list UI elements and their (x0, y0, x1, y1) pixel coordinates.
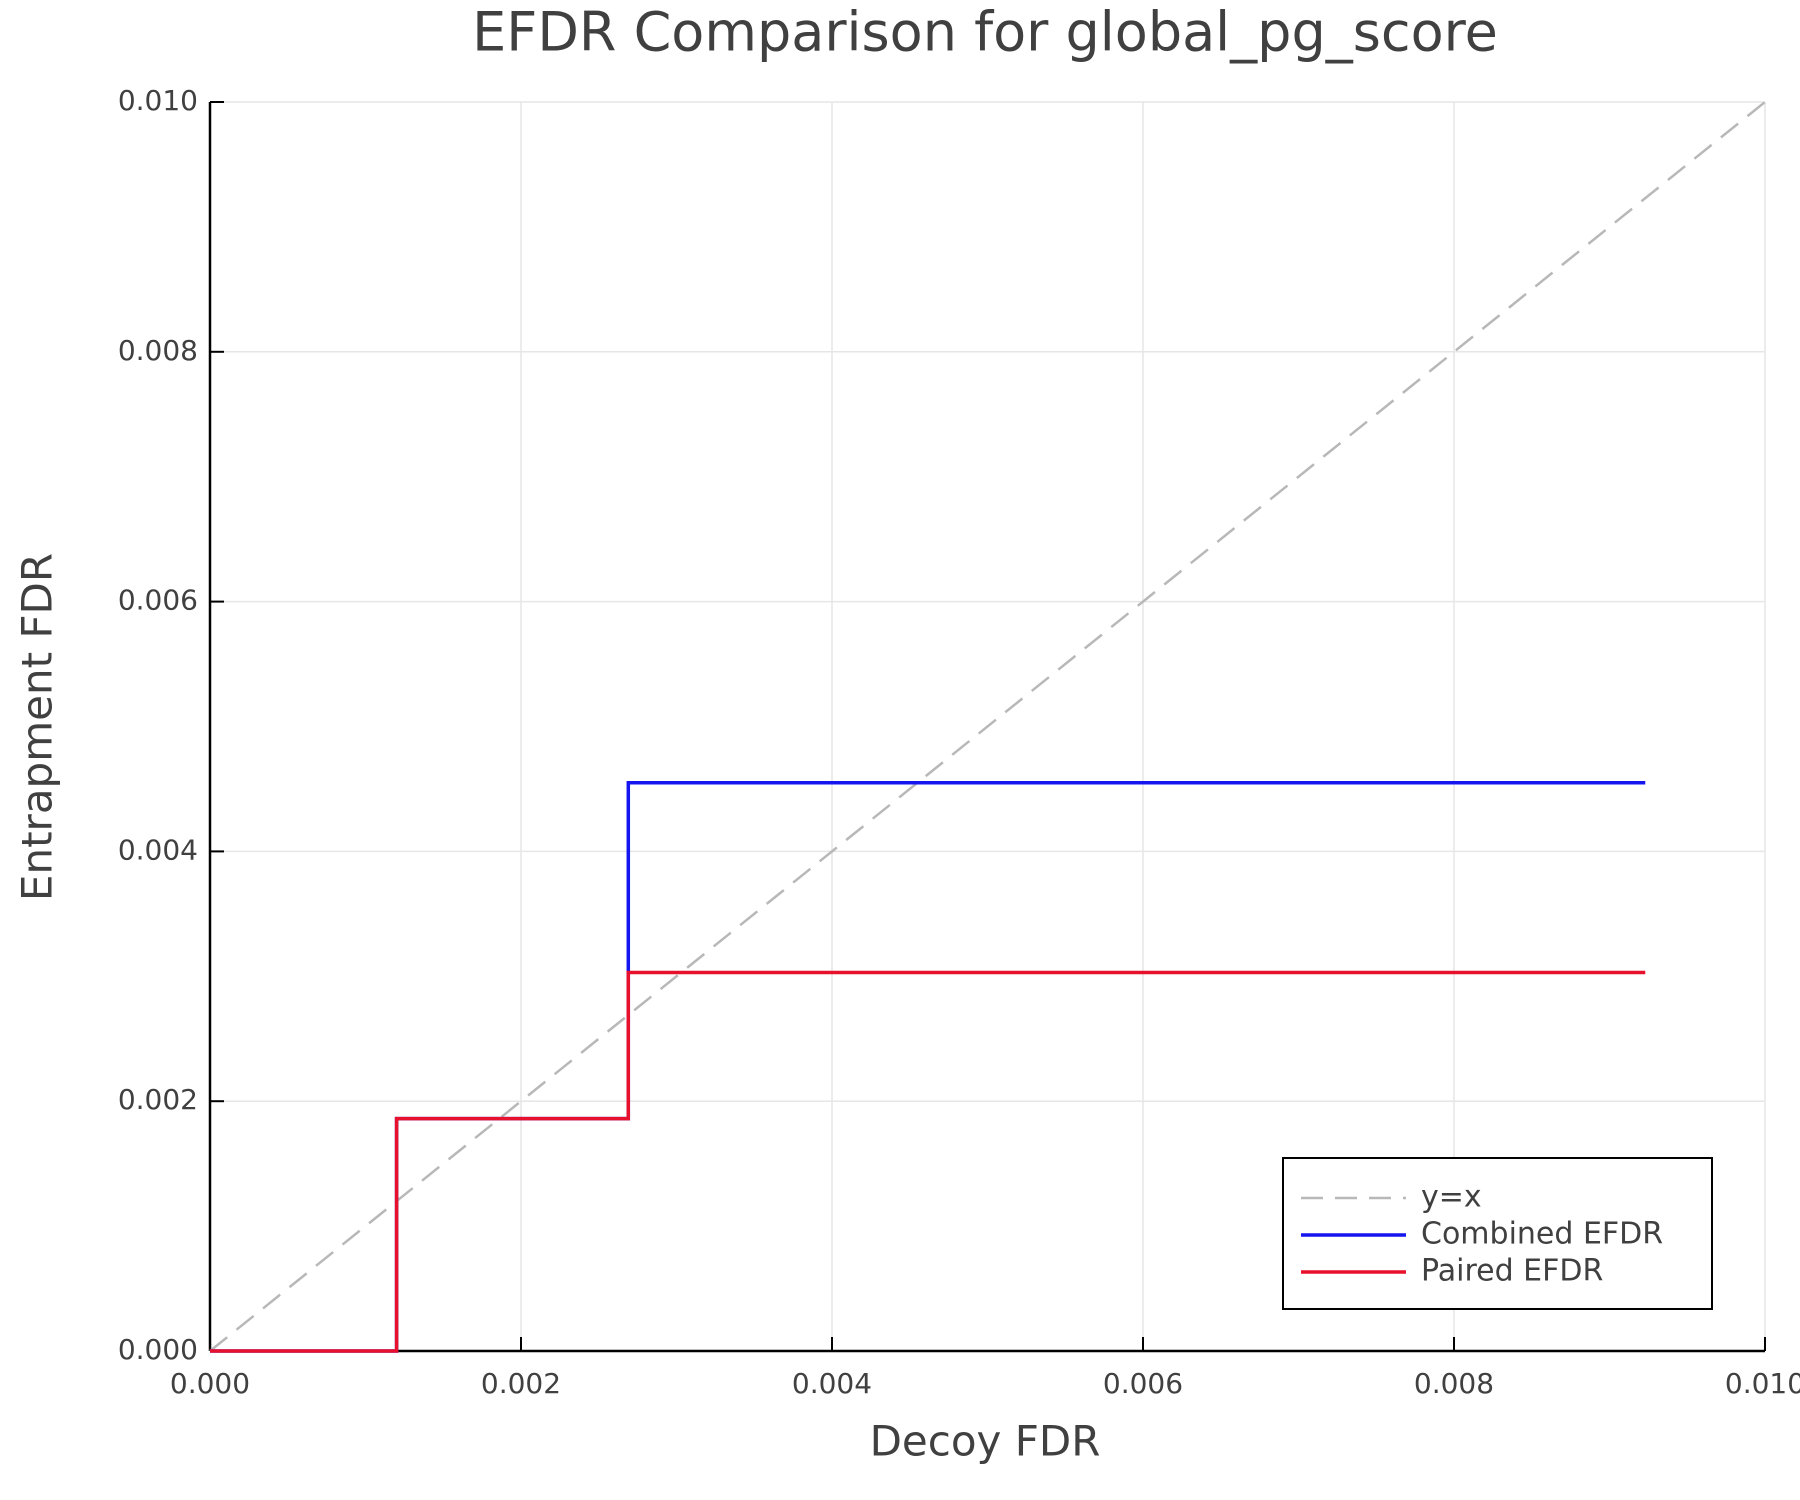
y-tick-label: 0.008 (118, 334, 198, 367)
x-tick-label: 0.008 (1414, 1367, 1494, 1400)
x-axis-label: Decoy FDR (870, 1417, 1101, 1466)
legend-label: Combined EFDR (1421, 1217, 1663, 1252)
y-axis-label: Entrapment FDR (13, 553, 62, 901)
legend-label: y=x (1421, 1180, 1482, 1215)
y-tick-label: 0.004 (118, 833, 198, 866)
x-tick-label: 0.010 (1725, 1367, 1800, 1400)
line-series (209, 101, 1766, 1352)
y-tick-label: 0.006 (118, 584, 198, 617)
line-series (210, 970, 1646, 1353)
x-tick-label: 0.000 (170, 1367, 250, 1400)
chart-title: EFDR Comparison for global_pg_score (472, 1, 1498, 64)
x-tick-label: 0.002 (481, 1367, 561, 1400)
x-tick-label: 0.006 (1103, 1367, 1183, 1400)
x-tick-label: 0.004 (792, 1367, 872, 1400)
legend-label: Paired EFDR (1421, 1254, 1603, 1289)
y-tick-label: 0.010 (118, 84, 198, 117)
y-tick-label: 0.002 (118, 1083, 198, 1116)
y-tick-label: 0.000 (118, 1333, 198, 1366)
